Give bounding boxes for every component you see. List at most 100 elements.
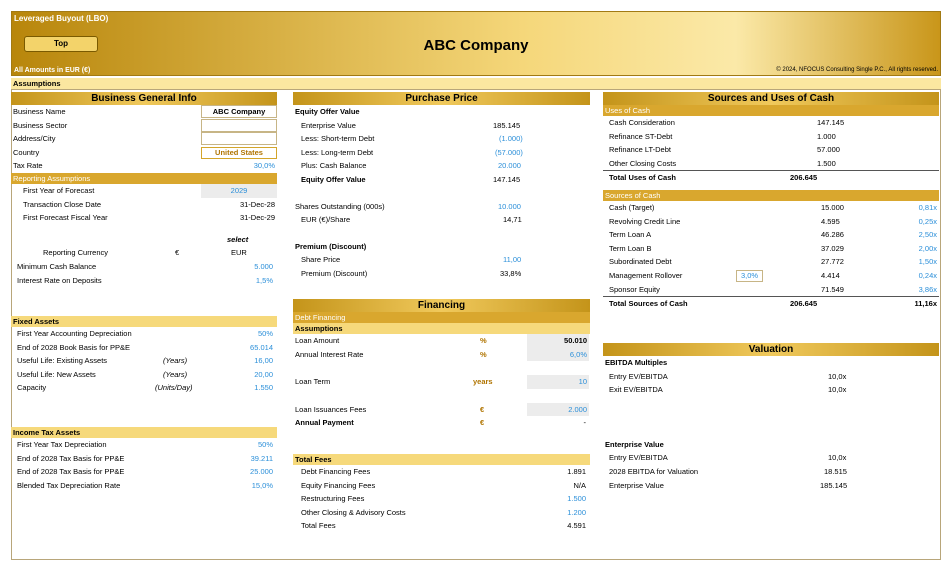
eov-total-row: Equity Offer Value 147.145 bbox=[293, 173, 590, 187]
mult[interactable]: 1,50x bbox=[918, 257, 937, 267]
first-year-row: First Year of Forecast 2029 bbox=[11, 183, 277, 198]
label: Loan Amount bbox=[295, 336, 340, 345]
label: Equity Offer Value bbox=[301, 174, 366, 184]
section-header: Valuation bbox=[603, 343, 939, 356]
value[interactable]: 1.200 bbox=[567, 507, 586, 517]
assumptions-header: Assumptions bbox=[293, 323, 590, 334]
loan-term-input[interactable]: 10 bbox=[527, 375, 589, 389]
currency-select[interactable]: EUR bbox=[231, 248, 247, 258]
value[interactable]: 1.500 bbox=[567, 494, 586, 504]
business-sector-row: Business Sector bbox=[11, 118, 277, 133]
label: Total Uses of Cash bbox=[609, 173, 676, 183]
loan-amount-row: Loan Amount% 50.010 bbox=[293, 334, 590, 348]
ebitda-row: 2028 EBITDA for Valuation 18.515 bbox=[603, 465, 939, 479]
value[interactable]: 16,00 bbox=[254, 356, 273, 366]
label: Premium (Discount) bbox=[301, 268, 368, 278]
label: Other Closing & Advisory Costs bbox=[301, 507, 406, 517]
rf-row: Restructuring Fees 1.500 bbox=[293, 492, 590, 506]
unit: (Units/Day) bbox=[155, 383, 193, 393]
label: Useful Life: New Assets bbox=[17, 369, 96, 379]
source-row: Management Rollover 3,0% 4.414 0,24x bbox=[603, 269, 939, 283]
per-share-row: EUR (€)/Share 14,71 bbox=[293, 213, 590, 227]
country-select[interactable]: United States bbox=[201, 146, 277, 159]
value[interactable]: 20,00 bbox=[254, 369, 273, 379]
unit: % bbox=[480, 349, 487, 359]
shares-row: Shares Outstanding (000s) 10.000 bbox=[293, 200, 590, 214]
source-row: Cash (Target) 15.000 0,81x bbox=[603, 201, 939, 215]
mult[interactable]: 0,81x bbox=[918, 202, 937, 212]
value[interactable]: 65.014 bbox=[250, 342, 273, 352]
top-button[interactable]: Top bbox=[24, 36, 98, 52]
label: Minimum Cash Balance bbox=[17, 261, 97, 271]
uses-list: Cash Consideration 147.145 Refinance ST-De… bbox=[603, 116, 939, 170]
address-input[interactable] bbox=[201, 132, 277, 146]
label: Capacity bbox=[17, 383, 47, 393]
debt-financing-header: Debt Financing bbox=[293, 312, 590, 323]
mult[interactable]: 2,50x bbox=[918, 230, 937, 240]
interest-rate-input[interactable]: 6,0% bbox=[527, 347, 589, 362]
loan-fees-input[interactable]: 2.000 bbox=[527, 402, 589, 417]
mult[interactable]: 0,25x bbox=[918, 216, 937, 226]
label: Cash (Target) bbox=[609, 202, 655, 212]
label: End of 2028 Book Basis for PP&E bbox=[17, 342, 130, 352]
useful-life-new-row: Useful Life: New Assets (Years) 20,00 bbox=[11, 368, 277, 382]
evv-row: Enterprise Value 185.145 bbox=[603, 479, 939, 493]
label: EUR (€)/Share bbox=[301, 215, 351, 225]
label: Restructuring Fees bbox=[301, 494, 365, 504]
source-row: Revolving Credit Line 4.595 0,25x bbox=[603, 215, 939, 229]
sources-total-row: Total Sources of Cash 206.645 11,16x bbox=[603, 296, 939, 310]
loan-amount-input[interactable]: 50.010 bbox=[527, 334, 589, 348]
section-header: Sources and Uses of Cash bbox=[603, 92, 939, 105]
value[interactable]: 10.000 bbox=[498, 201, 521, 211]
label: Refinance LT-Debt bbox=[609, 145, 671, 155]
value[interactable]: (57.000) bbox=[495, 147, 523, 157]
value: 147.145 bbox=[493, 174, 521, 184]
unit: years bbox=[473, 377, 493, 387]
mult[interactable]: 2,00x bbox=[918, 243, 937, 253]
business-name-input[interactable]: ABC Company bbox=[201, 105, 277, 118]
label: 2028 EBITDA for Valuation bbox=[609, 466, 699, 476]
value[interactable]: 39.211 bbox=[250, 453, 273, 463]
value[interactable]: 25.000 bbox=[250, 467, 273, 477]
value: 1.891 bbox=[567, 467, 586, 476]
value[interactable]: 15,0% bbox=[251, 480, 273, 490]
rollover-pct-input[interactable]: 3,0% bbox=[736, 269, 763, 282]
value[interactable]: 50% bbox=[257, 440, 273, 449]
value: 147.145 bbox=[817, 118, 845, 127]
label: Tax Rate bbox=[13, 161, 43, 171]
label: Entry EV/EBITDA bbox=[609, 371, 668, 381]
label: Equity Offer Value bbox=[295, 107, 360, 116]
min-cash-value[interactable]: 5.000 bbox=[254, 261, 273, 271]
value[interactable]: 50% bbox=[257, 329, 273, 338]
sources-header: Sources of Cash bbox=[603, 189, 939, 201]
entry2-row: Entry EV/EBITDA 10,0x bbox=[603, 451, 939, 465]
business-sector-input[interactable] bbox=[201, 118, 277, 132]
label: Cash Consideration bbox=[609, 118, 675, 127]
capacity-row: Capacity (Units/Day) 1.550 bbox=[11, 381, 277, 395]
interest-value[interactable]: 1,5% bbox=[255, 275, 273, 285]
total-fees: Total Fees Debt Financing Fees 1.891 Equi… bbox=[293, 454, 590, 533]
multiples-header: EBITDA Multiples bbox=[603, 356, 939, 370]
tax-rate-value[interactable]: 30,0% bbox=[253, 161, 275, 171]
first-year-input[interactable]: 2029 bbox=[201, 183, 277, 198]
close-date-row: Transaction Close Date 31-Dec-28 bbox=[11, 198, 277, 212]
label: Reporting Currency bbox=[43, 248, 109, 258]
mult[interactable]: 0,24x bbox=[918, 270, 937, 280]
value[interactable]: 11,00 bbox=[503, 255, 522, 265]
label: Less: Short-term Debt bbox=[301, 134, 375, 144]
value: 71.549 bbox=[821, 284, 844, 294]
share-price-row: Share Price 11,00 bbox=[293, 253, 590, 267]
source-row: Subordinated Debt 27.772 1,50x bbox=[603, 255, 939, 269]
label: Subordinated Debt bbox=[609, 257, 672, 267]
value[interactable]: 20.000 bbox=[498, 161, 521, 171]
min-cash-row: Minimum Cash Balance 5.000 bbox=[11, 260, 277, 274]
label: Blended Tax Depreciation Rate bbox=[17, 480, 121, 490]
source-row: Sponsor Equity 71.549 3,86x bbox=[603, 283, 939, 297]
currency-note: All Amounts in EUR (€) bbox=[14, 67, 91, 74]
value[interactable]: (1.000) bbox=[499, 134, 523, 144]
sources-list: Cash (Target) 15.000 0,81x Revolving Credit… bbox=[603, 201, 939, 296]
unit: € bbox=[480, 404, 485, 414]
value[interactable]: 1.550 bbox=[254, 383, 273, 393]
mult[interactable]: 3,86x bbox=[918, 284, 937, 294]
financing: Financing Debt Financing Assumptions Loa… bbox=[293, 299, 590, 430]
